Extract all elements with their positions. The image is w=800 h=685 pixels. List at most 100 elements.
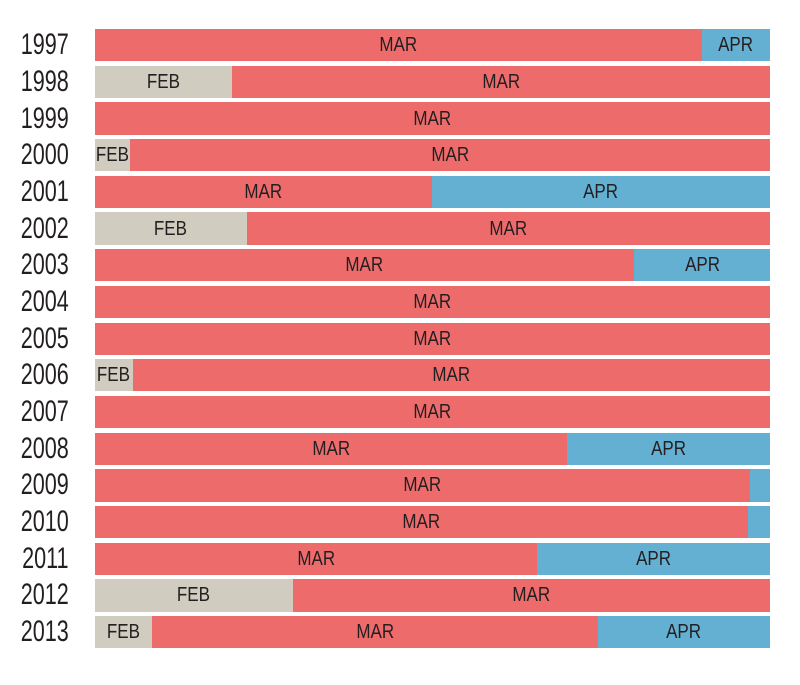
bar-segment-mar: MAR	[95, 249, 635, 282]
year-cell: 2006	[0, 359, 95, 391]
table-row: 2009 MAR	[0, 469, 770, 502]
year-cell: 2003	[0, 249, 95, 281]
timeline-bar: MAR	[95, 395, 770, 429]
segment-label: MAR	[345, 254, 384, 277]
segment-label: MAR	[482, 70, 520, 93]
year-cell: 2004	[0, 286, 95, 318]
timeline-bar: MAR APR	[95, 542, 770, 575]
segment-label: MAR	[489, 217, 528, 240]
year-cell: 2013	[0, 616, 95, 648]
segment-label: APR	[684, 254, 720, 277]
timeline-bar: MAR	[95, 102, 770, 135]
bar-segment-mar: MAR	[130, 139, 770, 172]
bar-segment-mar: MAR	[292, 579, 770, 612]
segment-label: FEB	[146, 70, 181, 93]
timeline-bar: FEB MAR	[95, 359, 770, 392]
year-cell: 2005	[0, 323, 95, 355]
table-row: 2010 MAR	[0, 505, 770, 539]
timeline-bar: MAR APR	[95, 432, 770, 465]
year-label: 1997	[20, 28, 69, 62]
year-label: 2010	[20, 505, 69, 539]
segment-label: MAR	[312, 437, 350, 460]
year-cell: 2008	[0, 433, 95, 465]
year-label: 1998	[20, 64, 69, 98]
year-label: 2008	[20, 431, 69, 465]
bar-segment-mar: MAR	[95, 175, 432, 209]
segment-label: MAR	[512, 584, 551, 607]
bar-segment-mar: MAR	[246, 212, 770, 245]
bar-segment-feb: FEB	[95, 579, 293, 612]
bar-segment-feb: FEB	[95, 212, 247, 245]
table-row: 1998 FEB MAR	[0, 65, 770, 98]
bar-segment-mar: MAR	[95, 322, 770, 355]
table-row: 2007 MAR	[0, 395, 770, 429]
year-label: 1999	[20, 101, 69, 135]
table-row: 2008 MAR APR	[0, 432, 770, 465]
bar-segment-mar: MAR	[95, 29, 702, 62]
timeline-bar: MAR	[95, 322, 770, 355]
table-row: 2013 FEB MAR APR	[0, 616, 770, 649]
table-row: 2006 FEB MAR	[0, 359, 770, 392]
segment-label: APR	[650, 437, 686, 460]
bar-segment-apr: APR	[537, 542, 770, 575]
segment-label: FEB	[97, 364, 131, 387]
timeline-bar: MAR	[95, 285, 770, 319]
year-cell: 2007	[0, 396, 95, 428]
segment-label: MAR	[355, 621, 394, 644]
table-row: 2000 FEB MAR	[0, 139, 770, 172]
table-row: 2003 MAR APR	[0, 249, 770, 282]
bar-segment-apr	[747, 505, 770, 539]
bar-segment-apr: APR	[566, 432, 770, 465]
segment-label: FEB	[154, 217, 188, 240]
year-label: 2002	[20, 211, 69, 245]
bar-segment-apr: APR	[634, 249, 770, 282]
bar-segment-feb: FEB	[95, 616, 152, 649]
timeline-bar: FEB MAR	[95, 139, 770, 172]
table-row: 2005 MAR	[0, 322, 770, 355]
segment-label: MAR	[379, 34, 418, 57]
year-cell: 2012	[0, 579, 95, 611]
table-row: 2012 FEB MAR	[0, 579, 770, 612]
year-label: 2006	[20, 358, 69, 392]
segment-label: MAR	[244, 180, 283, 203]
year-cell: 2010	[0, 506, 95, 538]
timeline-bar: MAR APR	[95, 249, 770, 282]
timeline-bar: MAR APR	[95, 175, 770, 209]
bar-segment-mar: MAR	[151, 616, 598, 649]
year-label: 2001	[20, 174, 69, 208]
bar-segment-feb: FEB	[95, 359, 133, 392]
year-cell: 1998	[0, 66, 95, 98]
segment-label: FEB	[177, 584, 211, 607]
segment-label: MAR	[297, 547, 335, 570]
bar-segment-mar: MAR	[95, 542, 538, 575]
table-row: 2004 MAR	[0, 285, 770, 319]
chart-rows: 1997 MAR APR 1998 FEB MAR 1999 MAR 2000 FE…	[0, 29, 770, 649]
year-label: 2011	[22, 541, 69, 575]
bar-segment-feb: FEB	[95, 139, 131, 172]
table-row: 2002 FEB MAR	[0, 212, 770, 245]
year-cell: 2001	[0, 176, 95, 208]
bar-segment-mar: MAR	[95, 469, 750, 502]
table-row: 1999 MAR	[0, 101, 770, 135]
year-label: 2007	[20, 395, 69, 429]
segment-label: MAR	[402, 511, 441, 534]
year-cell: 2009	[0, 469, 95, 501]
bar-segment-mar: MAR	[95, 432, 567, 465]
segment-label: MAR	[413, 327, 452, 350]
year-cell: 1997	[0, 29, 95, 61]
bar-segment-apr: APR	[597, 616, 770, 649]
table-row: 2011 MAR APR	[0, 542, 770, 575]
timeline-bar: FEB MAR	[95, 65, 770, 98]
timeline-bar: MAR APR	[95, 29, 770, 62]
timeline-bar: FEB MAR	[95, 579, 770, 612]
bar-segment-apr: APR	[431, 175, 770, 209]
segment-label: MAR	[431, 144, 469, 167]
bar-segment-mar: MAR	[95, 285, 770, 319]
year-cell: 2011	[0, 543, 95, 575]
year-cell: 2002	[0, 212, 95, 244]
timeline-bar: FEB MAR APR	[95, 616, 770, 649]
segment-label: MAR	[432, 364, 471, 387]
year-label: 2005	[20, 321, 69, 355]
year-label: 2012	[20, 578, 69, 612]
